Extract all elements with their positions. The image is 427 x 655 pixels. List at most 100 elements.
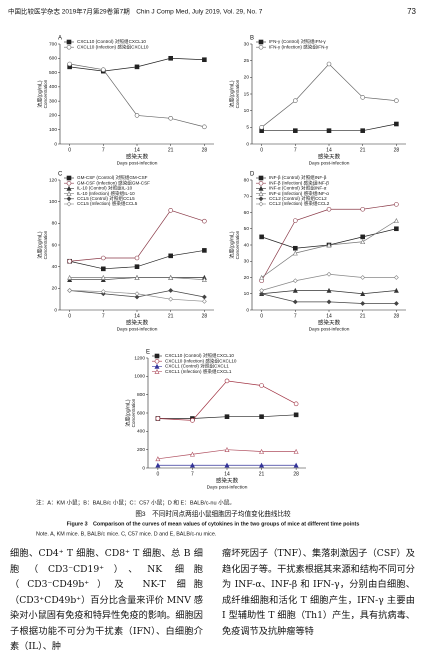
marker	[259, 448, 265, 454]
marker	[154, 353, 160, 359]
marker	[293, 401, 299, 407]
marker	[66, 175, 72, 181]
y-tick-label: 0	[54, 141, 57, 147]
marker	[293, 448, 299, 454]
marker	[258, 39, 264, 45]
legend-label: GM-CSF (Infection) 感染组GM-CSF	[77, 179, 150, 186]
marker	[293, 245, 298, 251]
marker	[360, 239, 366, 245]
x-tick-label: 7	[294, 313, 297, 319]
marker	[67, 288, 73, 293]
marker	[360, 291, 366, 297]
y-tick-label: 1000	[134, 374, 145, 380]
x-tick-label: 0	[68, 147, 71, 153]
page: {"header": {"journal": "中国比较医学杂志 2019年7月…	[8, 6, 417, 652]
y-tick-label: 600	[49, 56, 57, 62]
x-tick-label: 14	[224, 471, 230, 477]
marker	[134, 64, 140, 70]
y-tick-label: 80	[244, 177, 250, 183]
legend-label: CCL2 (Control) 对照组CCL2	[269, 195, 327, 202]
x-axis-label-en: Days post-infection	[117, 326, 158, 332]
marker	[360, 234, 365, 240]
y-axis-label-en: Concentration	[43, 79, 48, 108]
marker	[293, 128, 298, 133]
marker	[224, 414, 230, 419]
marker	[224, 462, 230, 468]
marker	[360, 128, 365, 133]
x-axis-label: 感染天数	[216, 476, 239, 484]
y-tick-label: 10	[244, 108, 250, 114]
body-left: 细胞、CD4⁺ T 细胞、CD8⁺ T 细胞、总 B 细胞（CD3⁻CD19⁺）…	[10, 548, 203, 652]
marker	[67, 258, 72, 264]
marker	[259, 274, 265, 280]
marker	[326, 206, 332, 212]
marker	[292, 250, 298, 256]
figure-note-en: Note. A, KM mice. B, BALB/c mice. C, C57…	[36, 531, 216, 537]
marker	[66, 44, 72, 50]
x-axis-label-en: Days post-infection	[309, 326, 350, 332]
x-tick-label: 0	[260, 313, 263, 319]
y-tick-label: 120	[49, 177, 57, 183]
x-tick-label: 21	[168, 313, 174, 319]
y-tick-label: 20	[244, 275, 250, 281]
x-tick-label: 28	[394, 313, 400, 319]
marker	[360, 206, 365, 212]
y-tick-label: 400	[137, 429, 145, 435]
marker	[326, 61, 332, 67]
y-axis-label-en: Concentration	[131, 398, 136, 427]
marker	[293, 98, 298, 103]
marker	[168, 296, 174, 302]
y-tick-label: 1200	[134, 355, 145, 361]
marker	[154, 358, 160, 364]
x-axis-label: 感染天数	[126, 318, 149, 326]
panel-label: C	[58, 172, 63, 178]
x-tick-label: 14	[134, 313, 140, 319]
y-tick-label: 30	[244, 259, 250, 265]
marker	[66, 39, 72, 45]
x-tick-label: 0	[68, 313, 71, 319]
marker	[101, 266, 106, 272]
marker	[168, 115, 173, 121]
series-line	[261, 63, 397, 128]
y-tick-label: 25	[244, 58, 250, 64]
panel-label: D	[250, 172, 255, 178]
x-tick-label: 14	[134, 147, 140, 153]
marker	[258, 44, 264, 50]
marker	[258, 175, 264, 181]
marker	[66, 190, 72, 196]
x-tick-label: 14	[326, 313, 332, 319]
marker	[201, 294, 207, 300]
figure-caption: 图3 不同时间点两组小鼠细胞因子均值变化曲线比较	[135, 509, 291, 518]
y-tick-label: 30	[244, 41, 250, 47]
x-axis-label-en: Days post-infection	[117, 160, 158, 166]
figure-caption-en: Figure 3 Comparison of the curves of mea…	[67, 521, 360, 527]
marker	[66, 196, 72, 202]
y-axis-label: 浓度(pg/mL)	[36, 231, 43, 259]
x-tick-label: 0	[260, 147, 263, 153]
y-tick-label: 300	[49, 98, 57, 104]
x-axis-label-en: Days post-infection	[309, 160, 350, 166]
legend-label: IFN-γ (Infection) 感染组IFN-γ	[269, 43, 329, 50]
x-tick-label: 7	[294, 147, 297, 153]
page-number: 73	[407, 7, 416, 16]
marker	[259, 288, 265, 293]
marker	[134, 264, 140, 269]
x-axis-label: 感染天数	[318, 318, 341, 326]
x-tick-label: 21	[168, 147, 174, 153]
legend-label: INF-β (Control) 对照组INF-β	[269, 174, 327, 181]
y-axis-label: 浓度(pg/mL)	[36, 80, 43, 108]
legend-label: CCL5 (Control) 对照组CCL5	[77, 195, 135, 202]
marker	[154, 363, 160, 369]
legend-label: CCL5 (Infection) 感染组CCL5	[77, 200, 138, 207]
marker	[259, 291, 265, 297]
marker	[326, 299, 332, 305]
legend-label: CXCL10 (Infection) 感染组CXCL10	[77, 43, 149, 50]
marker	[292, 278, 298, 284]
panel-label: E	[146, 350, 150, 356]
marker	[292, 299, 298, 305]
marker	[66, 201, 72, 207]
marker	[168, 253, 173, 259]
body-right: 瘤坏死因子（TNF）、集落刺激因子（CSF）及趋化因子等。干扰素根据其来源和结构…	[222, 548, 415, 637]
marker	[202, 124, 207, 130]
marker	[190, 418, 195, 423]
